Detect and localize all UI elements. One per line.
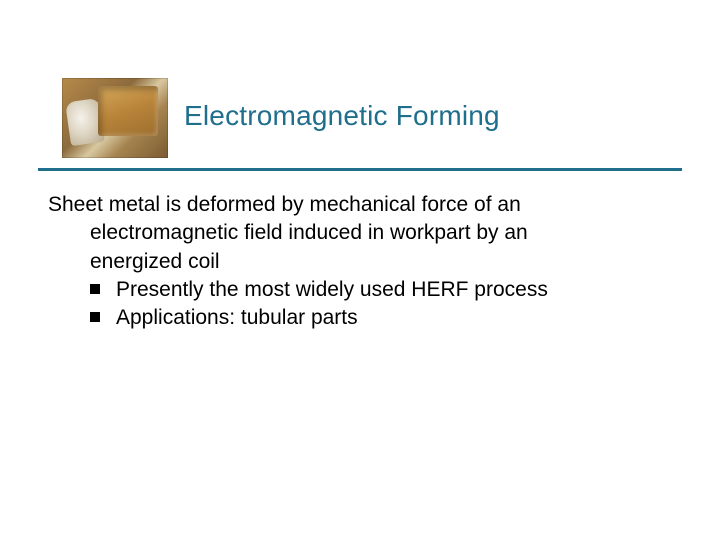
lead-text-line3: energized coil <box>48 249 672 275</box>
slide-body: Sheet metal is deformed by mechanical fo… <box>48 192 672 333</box>
bullet-list: Presently the most widely used HERF proc… <box>48 277 672 332</box>
lead-text-line1: Sheet metal is deformed by mechanical fo… <box>48 192 672 218</box>
slide: Electromagnetic Forming Sheet metal is d… <box>0 0 720 540</box>
bullet-item: Applications: tubular parts <box>90 305 672 331</box>
lead-text-line2: electromagnetic field induced in workpar… <box>48 220 672 246</box>
title-divider <box>38 168 682 171</box>
slide-title: Electromagnetic Forming <box>184 100 500 132</box>
bullet-item: Presently the most widely used HERF proc… <box>90 277 672 303</box>
slide-header: Electromagnetic Forming <box>62 78 662 158</box>
header-thumbnail <box>62 78 168 158</box>
